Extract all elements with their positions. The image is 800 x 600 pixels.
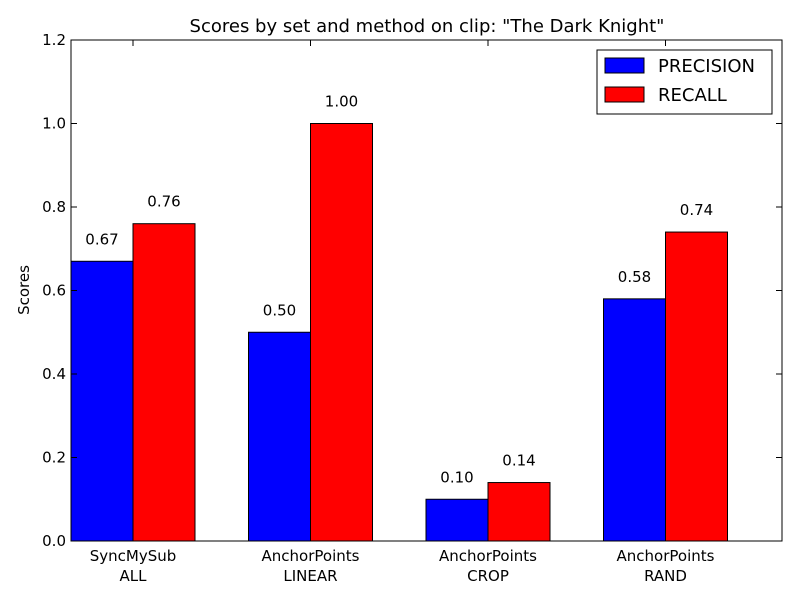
y-tick-label: 1.0 [42,115,66,133]
bar-precision-1 [248,331,311,542]
chart-title: Scores by set and method on clip: "The D… [190,16,665,37]
bar-precision-0 [70,260,134,542]
y-tick-label: 1.2 [42,31,66,49]
x-tick-label: AnchorPoints [262,547,360,565]
y-axis-title: Scores [15,265,33,315]
y-tick-label: 0.4 [42,365,66,383]
plot-frame [70,39,783,542]
legend-label-precision: PRECISION [658,56,755,77]
y-tick-label: 0.0 [42,532,66,550]
data-label-precision-3: 0.58 [618,268,651,286]
data-label-recall-0: 0.76 [147,193,180,211]
bar-recall-2 [487,482,551,542]
y-tick-label: 0.6 [42,282,66,300]
y-tick-label: 0.8 [42,198,66,216]
x-tick-label: CROP [467,567,509,585]
bar-precision-3 [603,298,666,542]
data-label-precision-0: 0.67 [85,230,118,248]
legend-swatch-recall [604,86,645,103]
x-tick-label: AnchorPoints [439,547,537,565]
x-tick-label: RAND [644,567,687,585]
x-tick-label: AnchorPoints [617,547,715,565]
legend-swatch-precision [604,57,645,74]
x-tick-label: ALL [120,567,148,585]
legend-label-recall: RECALL [658,85,727,106]
x-axis: SyncMySub ALL AnchorPoints LINEAR AnchorPoin… [90,40,715,585]
data-label-recall-1: 1.00 [325,93,358,111]
x-tick-label: SyncMySub [90,547,177,565]
y-axis: 0.0 0.2 0.4 0.6 0.8 1.0 1.2 [42,31,782,550]
data-label-recall-3: 0.74 [680,201,713,219]
y-tick-label: 0.2 [42,449,66,467]
bars-group [70,123,728,542]
data-label-precision-2: 0.10 [440,468,473,486]
value-labels-group: 0.67 0.76 0.50 1.00 0.10 0.14 0.58 0.74 [85,93,713,487]
x-tick-label: LINEAR [283,567,337,585]
bar-precision-2 [425,498,489,542]
bar-recall-1 [310,123,373,542]
legend: PRECISION RECALL [596,49,773,115]
bar-recall-0 [132,223,196,542]
bar-recall-3 [665,231,728,542]
data-label-precision-1: 0.50 [263,301,296,319]
data-label-recall-2: 0.14 [502,452,535,470]
